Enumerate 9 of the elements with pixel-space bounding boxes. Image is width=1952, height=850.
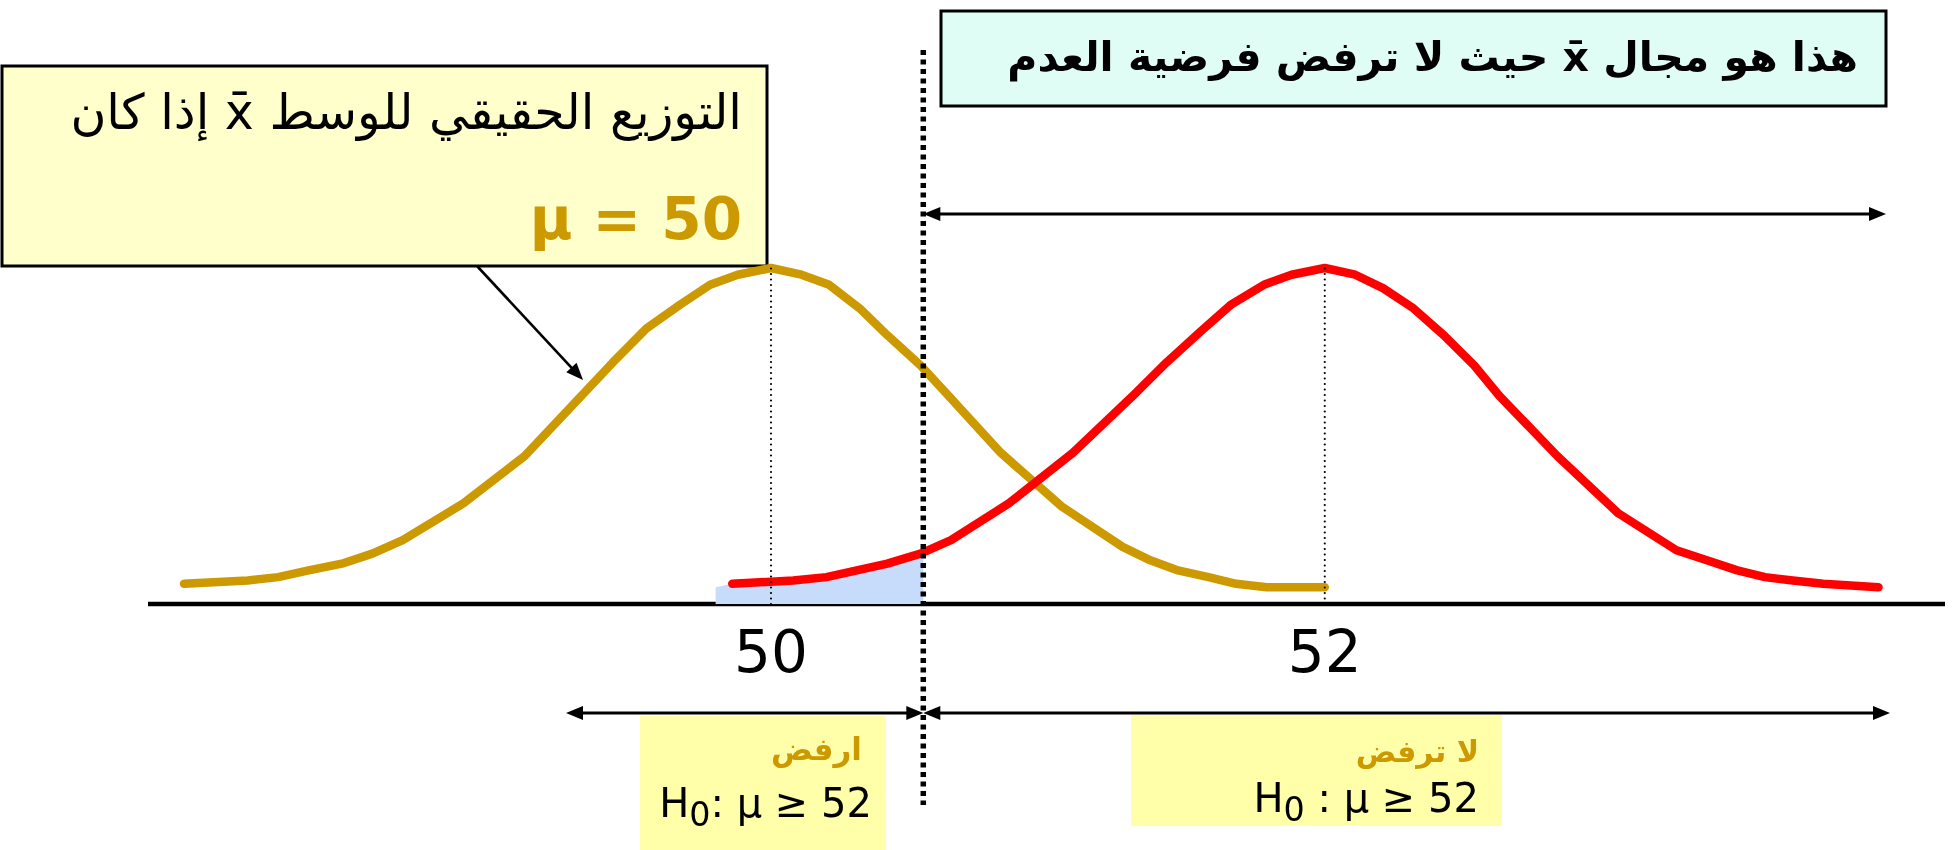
text: لا ترفض [1355,733,1479,770]
text: التوزيع الحقيقي للوسط x̄ إذا كان [70,83,742,143]
text: H$_{0}$: μ ≥ 52 [659,779,872,836]
x-tick-label: 50 [734,618,808,686]
text: ارفض [770,730,862,768]
text: هذا هو مجال x̄ حيث لا ترفض فرضية العدم [1007,33,1858,83]
text: μ = 50 [529,185,742,255]
x-tick-label: 52 [1287,618,1362,686]
text: H$_{0}$ : μ ≥ 52 [1253,774,1479,831]
